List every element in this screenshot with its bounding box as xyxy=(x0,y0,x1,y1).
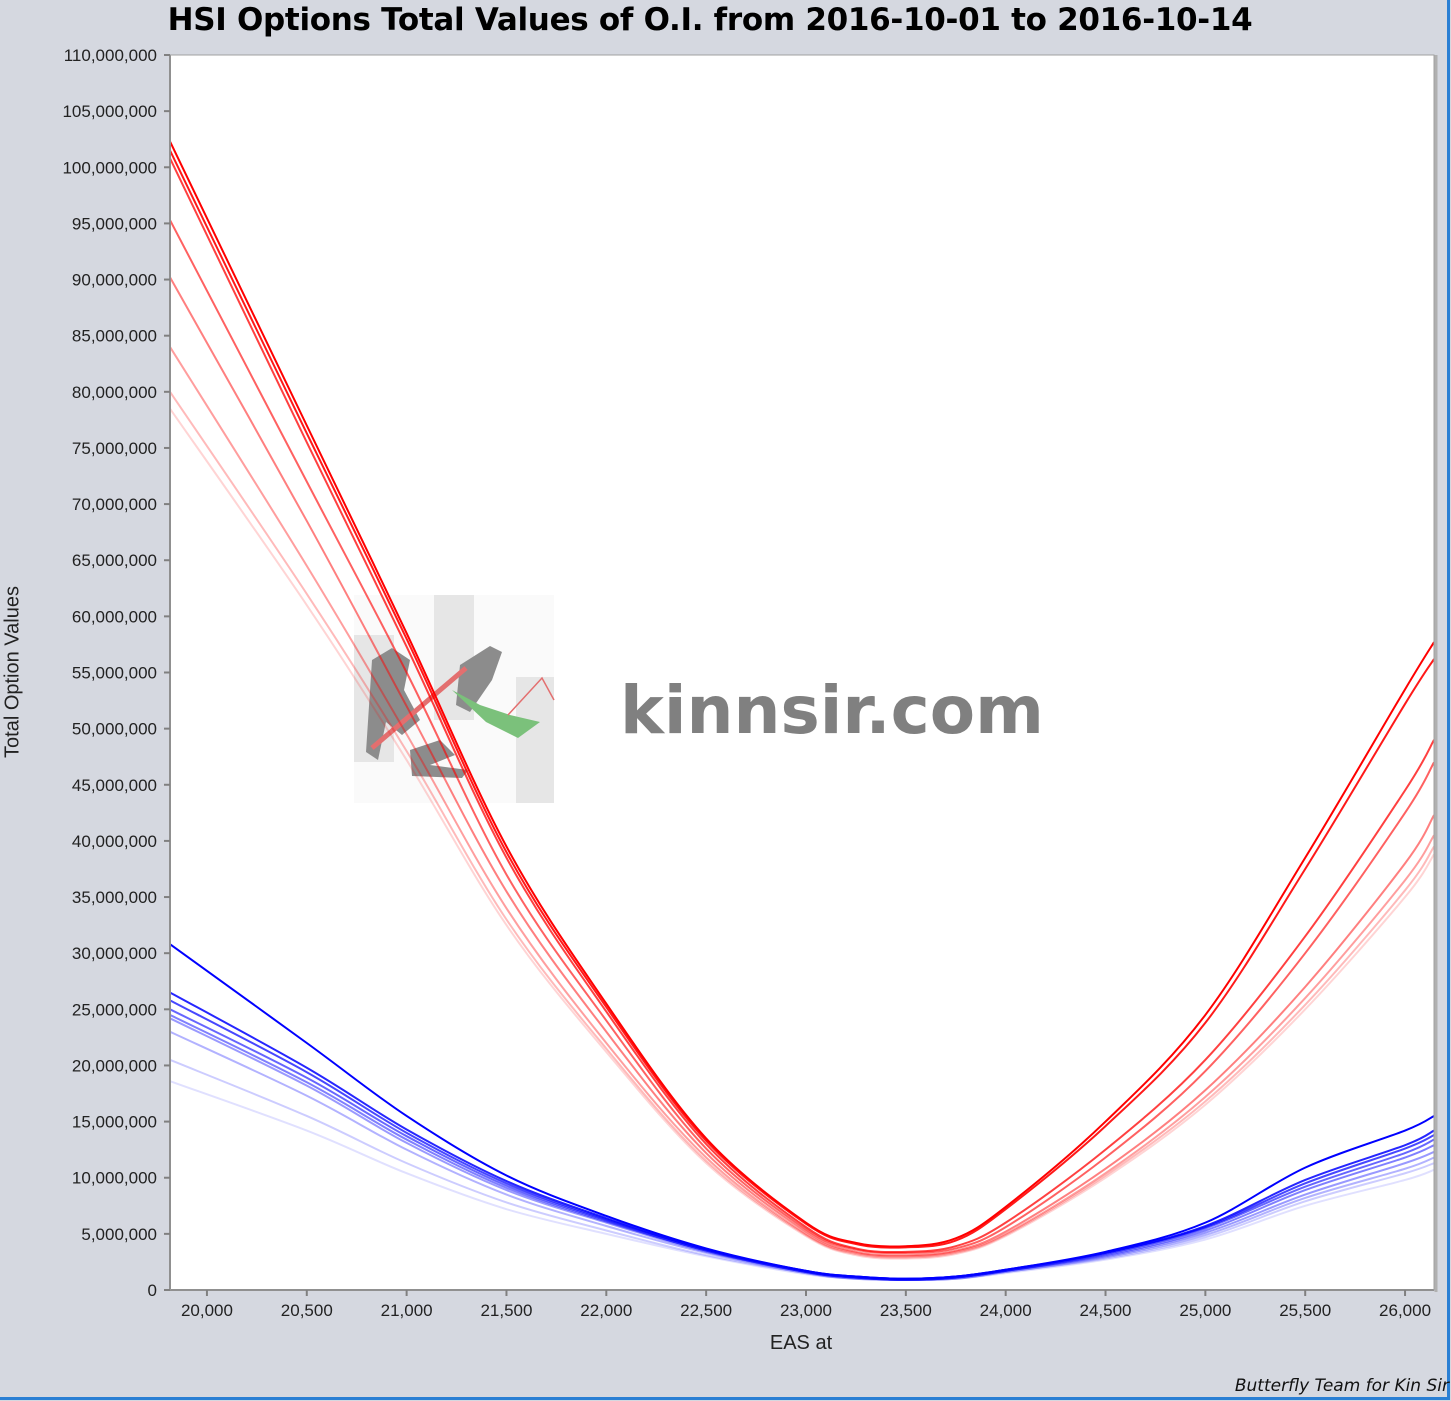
y-tick-label: 5,000,000 xyxy=(81,1225,157,1244)
y-tick-label: 80,000,000 xyxy=(72,383,157,402)
call-value-line-5 xyxy=(169,346,1435,1258)
y-tick-label: 35,000,000 xyxy=(72,888,157,907)
put-value-line-8 xyxy=(169,943,1435,1280)
call-value-line-3 xyxy=(169,219,1435,1255)
call-value-line-1 xyxy=(169,149,1435,1249)
y-tick-label: 110,000,000 xyxy=(64,46,157,65)
call-value-line-2 xyxy=(169,157,1435,1254)
x-tick-label: 21,000 xyxy=(381,1301,433,1320)
x-tick-label: 22,000 xyxy=(580,1301,632,1320)
y-tick-label: 50,000,000 xyxy=(72,720,157,739)
y-tick-label: 15,000,000 xyxy=(72,1113,157,1132)
x-tick-label: 23,000 xyxy=(780,1301,832,1320)
y-tick-label: 45,000,000 xyxy=(72,776,157,795)
watermark-text: kinnsir.com xyxy=(620,672,1044,749)
y-tick-label: 55,000,000 xyxy=(72,664,157,683)
y-tick-label: 100,000,000 xyxy=(62,158,157,177)
y-tick-label: 75,000,000 xyxy=(72,439,157,458)
x-tick-label: 22,500 xyxy=(680,1301,732,1320)
y-tick-label: 40,000,000 xyxy=(72,832,157,851)
y-tick-label: 90,000,000 xyxy=(72,271,157,290)
y-tick-label: 95,000,000 xyxy=(72,214,157,233)
x-tick-label: 25,000 xyxy=(1179,1301,1231,1320)
series-layer xyxy=(169,141,1435,1281)
x-tick-label: 25,500 xyxy=(1279,1301,1331,1320)
y-tick-label: 0 xyxy=(148,1281,157,1300)
y-tick-label: 60,000,000 xyxy=(72,607,157,626)
y-tick-label: 85,000,000 xyxy=(72,327,157,346)
x-tick-label: 21,500 xyxy=(480,1301,532,1320)
chart-title: HSI Options Total Values of O.I. from 20… xyxy=(167,2,1253,38)
put-value-line-11 xyxy=(169,1008,1435,1281)
call-value-line-6 xyxy=(169,391,1435,1259)
y-tick-label: 70,000,000 xyxy=(72,495,157,514)
y-tick-label: 30,000,000 xyxy=(72,944,157,963)
x-tick-label: 26,000 xyxy=(1379,1301,1431,1320)
put-value-line-15 xyxy=(169,1058,1435,1281)
y-tick-label: 20,000,000 xyxy=(72,1056,157,1075)
call-value-line-0 xyxy=(169,141,1435,1248)
y-ticks: 0 5,000,000 10,000,000 15,000,000 20,000,000… xyxy=(62,46,170,1300)
y-tick-label: 25,000,000 xyxy=(72,1000,157,1019)
y-tick-label: 65,000,000 xyxy=(72,551,157,570)
x-ticks: 20,000 20,500 21,000 21,500 22,000 22,500 23,0… xyxy=(181,1290,1431,1320)
x-tick-label: 20,500 xyxy=(281,1301,333,1320)
x-tick-label: 24,500 xyxy=(1080,1301,1132,1320)
x-tick-label: 20,000 xyxy=(181,1301,233,1320)
put-value-line-14 xyxy=(169,1030,1435,1281)
y-tick-label: 10,000,000 xyxy=(72,1169,157,1188)
x-tick-label: 24,000 xyxy=(980,1301,1032,1320)
y-tick-label: 105,000,000 xyxy=(62,102,157,121)
x-axis-label: EAS at xyxy=(769,1332,833,1354)
credit-text: Butterfly Team for Kin Sir xyxy=(1234,1376,1449,1396)
x-tick-label: 23,500 xyxy=(880,1301,932,1320)
call-value-line-7 xyxy=(169,408,1435,1260)
call-value-line-4 xyxy=(169,276,1435,1257)
put-value-line-16 xyxy=(169,1080,1435,1281)
